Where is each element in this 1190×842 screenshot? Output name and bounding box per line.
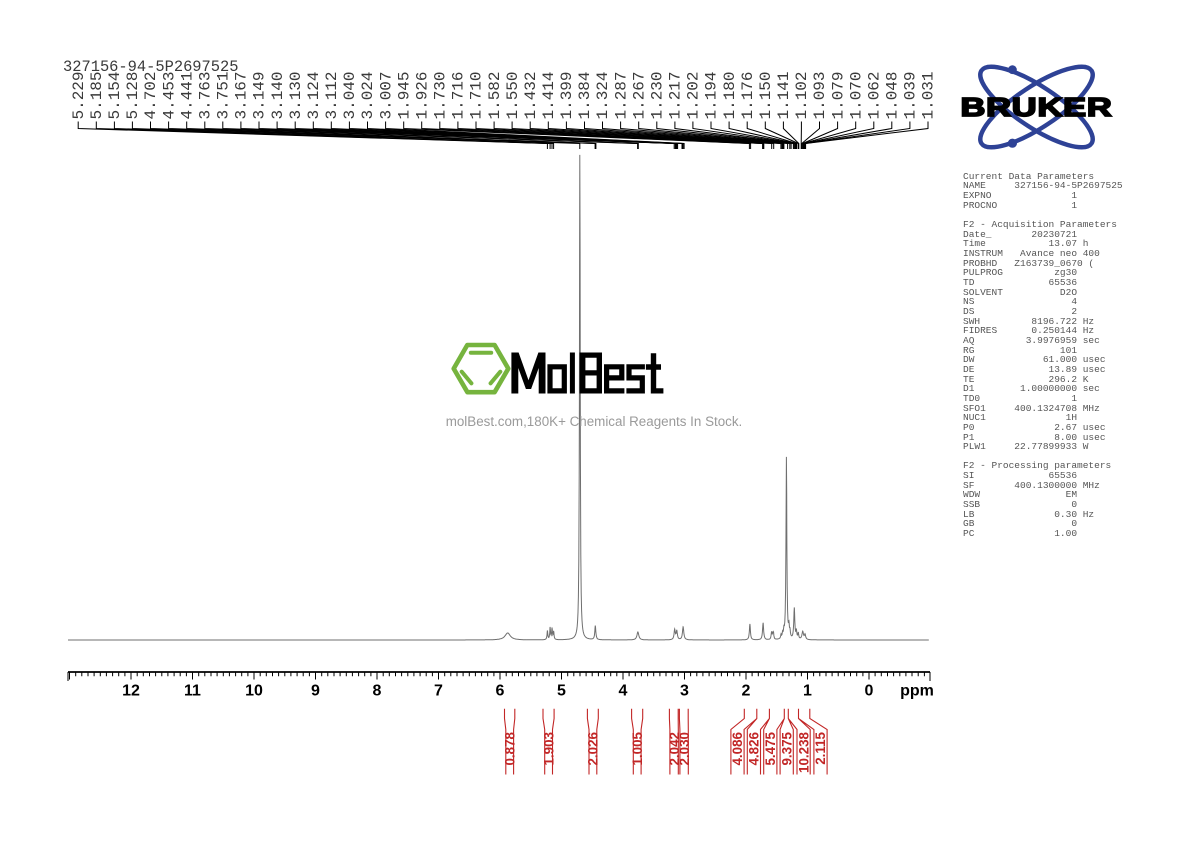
svg-text:5.154: 5.154 [106, 71, 124, 119]
svg-text:1.031: 1.031 [920, 71, 938, 119]
svg-text:1.202: 1.202 [685, 71, 703, 119]
svg-text:1.399: 1.399 [558, 71, 576, 119]
svg-text:3.112: 3.112 [323, 71, 341, 119]
svg-text:11: 11 [184, 683, 201, 700]
svg-text:1.070: 1.070 [847, 71, 865, 119]
svg-text:BRUKER: BRUKER [961, 94, 1112, 122]
svg-text:1.150: 1.150 [757, 71, 775, 119]
svg-text:4.453: 4.453 [160, 71, 178, 119]
svg-text:5.229: 5.229 [70, 71, 88, 119]
svg-text:2.042: 2.042 [667, 732, 682, 766]
svg-text:1.267: 1.267 [630, 71, 648, 119]
svg-text:1.230: 1.230 [649, 71, 667, 119]
svg-text:1.102: 1.102 [793, 71, 811, 119]
svg-text:1.710: 1.710 [468, 71, 486, 119]
svg-text:4.826: 4.826 [747, 732, 762, 766]
svg-text:3.140: 3.140 [269, 71, 287, 119]
svg-text:1.926: 1.926 [413, 71, 431, 119]
svg-text:1.287: 1.287 [612, 71, 630, 119]
svg-text:3.167: 3.167 [233, 71, 251, 119]
svg-text:7: 7 [434, 683, 443, 700]
svg-text:1.945: 1.945 [395, 71, 413, 119]
svg-text:4.441: 4.441 [178, 71, 196, 119]
svg-text:1.414: 1.414 [540, 71, 558, 119]
svg-text:8: 8 [373, 683, 382, 700]
svg-text:2.026: 2.026 [586, 732, 601, 766]
svg-text:3.007: 3.007 [377, 71, 395, 119]
svg-text:1.141: 1.141 [775, 71, 793, 119]
svg-text:1.048: 1.048 [884, 71, 902, 119]
svg-text:3.040: 3.040 [341, 71, 359, 119]
svg-text:6: 6 [496, 683, 505, 700]
svg-text:4.086: 4.086 [730, 732, 745, 766]
svg-text:1.324: 1.324 [594, 71, 612, 119]
svg-text:4.702: 4.702 [142, 71, 160, 119]
svg-text:3.763: 3.763 [197, 71, 215, 119]
svg-text:1.039: 1.039 [902, 71, 920, 119]
svg-text:4: 4 [619, 683, 628, 700]
svg-text:1.550: 1.550 [504, 71, 522, 119]
svg-text:1.432: 1.432 [522, 71, 540, 119]
svg-text:2.115: 2.115 [813, 731, 828, 764]
svg-text:1.079: 1.079 [829, 71, 847, 119]
svg-text:10: 10 [245, 683, 263, 700]
svg-text:ppm: ppm [900, 683, 934, 700]
svg-text:10.238: 10.238 [796, 731, 811, 773]
svg-text:5.475: 5.475 [763, 731, 778, 765]
svg-text:3.751: 3.751 [215, 71, 233, 119]
svg-text:3.124: 3.124 [305, 71, 323, 119]
svg-text:1.716: 1.716 [450, 71, 468, 119]
svg-text:1.194: 1.194 [703, 71, 721, 119]
svg-text:3: 3 [680, 683, 689, 700]
svg-text:3.024: 3.024 [359, 71, 377, 119]
svg-text:1.384: 1.384 [576, 71, 594, 119]
svg-text:5: 5 [557, 683, 566, 700]
svg-text:1.180: 1.180 [721, 71, 739, 119]
svg-text:12: 12 [122, 683, 140, 700]
svg-text:1.093: 1.093 [811, 71, 829, 119]
svg-text:5.185: 5.185 [88, 71, 106, 119]
svg-text:1.176: 1.176 [739, 71, 757, 119]
svg-text:molBest.com,180K+ Chemical Rea: molBest.com,180K+ Chemical Reagents In S… [446, 414, 743, 429]
svg-text:1.582: 1.582 [486, 71, 504, 119]
svg-text:3.130: 3.130 [287, 71, 305, 119]
svg-text:5.128: 5.128 [124, 71, 142, 119]
svg-text:327156-94-5P2697525: 327156-94-5P2697525 [63, 58, 238, 76]
svg-text:1: 1 [803, 683, 812, 700]
svg-text:1.062: 1.062 [866, 71, 884, 119]
svg-text:9.375: 9.375 [779, 731, 794, 765]
svg-text:1.903: 1.903 [541, 732, 556, 766]
svg-text:2.030: 2.030 [677, 732, 692, 766]
svg-text:0: 0 [865, 683, 874, 700]
svg-text:2: 2 [742, 683, 751, 700]
svg-text:3.149: 3.149 [251, 71, 269, 119]
svg-text:1.730: 1.730 [432, 71, 450, 119]
svg-text:1.217: 1.217 [667, 71, 685, 119]
svg-text:1.005: 1.005 [630, 731, 645, 765]
svg-text:9: 9 [311, 683, 320, 700]
svg-text:0.878: 0.878 [502, 731, 517, 765]
